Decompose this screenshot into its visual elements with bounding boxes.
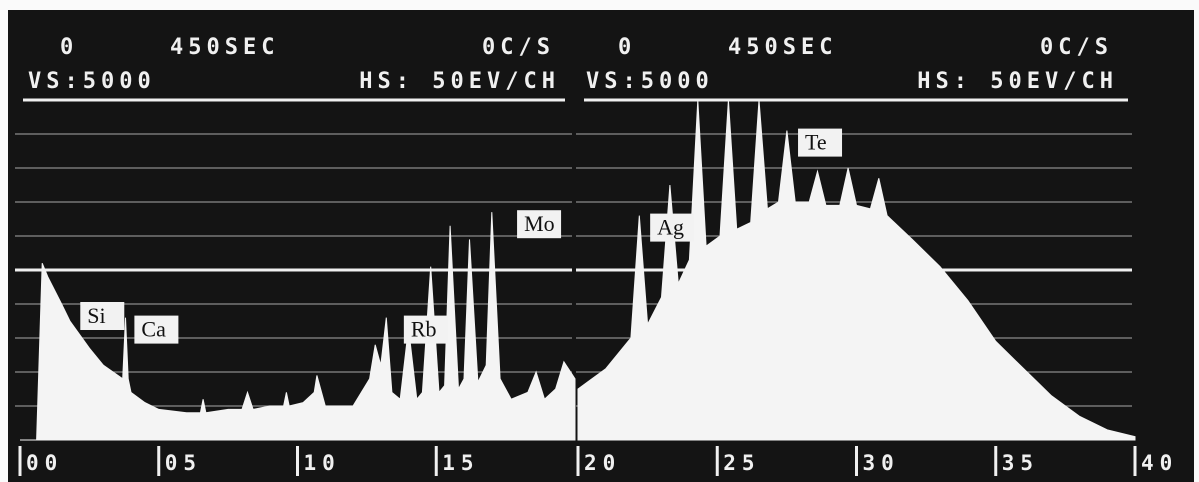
time-start: 0 — [60, 35, 78, 60]
count-rate: 0C/S — [482, 35, 555, 60]
horizontal-scale: HS: 50EV/CH — [917, 69, 1118, 94]
element-label: Ca — [141, 317, 166, 342]
spectrum-area — [577, 99, 1136, 441]
element-label: Rb — [411, 317, 437, 342]
element-label: Te — [805, 130, 827, 155]
x-tick-label: 25 — [723, 451, 760, 475]
x-tick-label: 40 — [1141, 451, 1178, 475]
x-tick-label: 35 — [1002, 451, 1039, 475]
x-tick-label: 00 — [26, 451, 63, 475]
element-label-box — [80, 302, 125, 330]
count-rate: 0C/S — [1040, 35, 1113, 60]
x-tick-label: 05 — [165, 451, 202, 475]
vertical-scale: VS:5000 — [586, 69, 714, 94]
element-label-box — [798, 128, 843, 157]
element-label-box — [517, 210, 562, 239]
x-tick-label: 15 — [442, 451, 479, 475]
x-tick-label: 30 — [863, 451, 900, 475]
element-label-box — [650, 213, 695, 242]
spectrum-area — [20, 212, 576, 441]
x-tick-label: 10 — [304, 451, 341, 475]
vertical-scale: VS:5000 — [28, 69, 156, 94]
live-time: 450SEC — [728, 35, 837, 60]
element-label-box — [403, 315, 448, 344]
horizontal-scale: HS: 50EV/CH — [359, 69, 560, 94]
element-label: Si — [87, 303, 105, 328]
element-label: Ag — [657, 215, 684, 240]
element-label: Mo — [524, 211, 555, 236]
element-label-box — [134, 315, 179, 344]
time-start: 0 — [618, 35, 636, 60]
x-tick-label: 20 — [584, 451, 621, 475]
live-time: 450SEC — [170, 35, 279, 60]
